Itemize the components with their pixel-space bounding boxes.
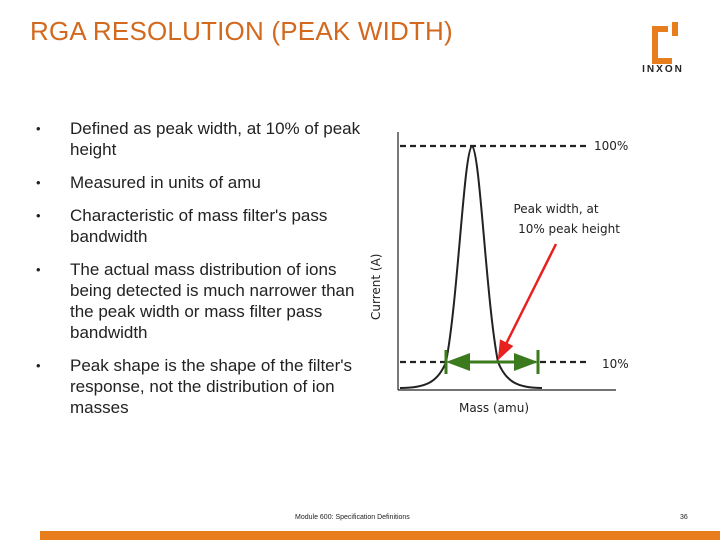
logo-text: INXON xyxy=(642,64,684,75)
footer-text: Module 600: Specification Definitions xyxy=(295,514,410,521)
annotation-line-1: Peak width, at xyxy=(513,202,598,216)
page-number: 36 xyxy=(680,514,688,521)
bullet-item: • The actual mass distribution of ions be… xyxy=(36,259,366,343)
bullet-text: Peak shape is the shape of the filter's … xyxy=(70,356,353,417)
annotation-line-2: 10% peak height xyxy=(518,222,620,236)
bullet-list: • Defined as peak width, at 10% of peak h… xyxy=(36,118,366,430)
peak-curve xyxy=(399,144,543,389)
bottom-bar xyxy=(40,531,720,540)
bullet-text: The actual mass distribution of ions bei… xyxy=(70,260,355,342)
company-logo: INXON xyxy=(632,18,694,76)
bullet-dot-icon: • xyxy=(36,121,41,136)
bullet-dot-icon: • xyxy=(36,358,41,373)
bullet-item: • Peak shape is the shape of the filter's… xyxy=(36,355,366,418)
bullet-text: Characteristic of mass filter's pass ban… xyxy=(70,206,328,246)
bullet-text: Defined as peak width, at 10% of peak he… xyxy=(70,119,361,159)
annotation-arrow xyxy=(497,243,558,361)
y-axis-label: Current (A) xyxy=(369,254,383,320)
peak-height-label: 100% xyxy=(594,139,628,153)
logo-mark-icon xyxy=(652,22,678,64)
bullet-text: Measured in units of amu xyxy=(70,173,261,192)
x-axis-label: Mass (amu) xyxy=(459,401,529,415)
bullet-dot-icon: • xyxy=(36,262,41,277)
bullet-dot-icon: • xyxy=(36,175,41,190)
bullet-item: • Defined as peak width, at 10% of peak h… xyxy=(36,118,366,160)
peak-width-diagram: Current (A) Mass (amu) 100% 10% Peak wid… xyxy=(369,132,629,415)
slide-title: RGA RESOLUTION (PEAK WIDTH) xyxy=(30,16,453,46)
bullet-item: • Characteristic of mass filter's pass ba… xyxy=(36,205,366,247)
ten-percent-label: 10% xyxy=(602,357,629,371)
bullet-dot-icon: • xyxy=(36,208,41,223)
bullet-item: • Measured in units of amu xyxy=(36,172,366,193)
